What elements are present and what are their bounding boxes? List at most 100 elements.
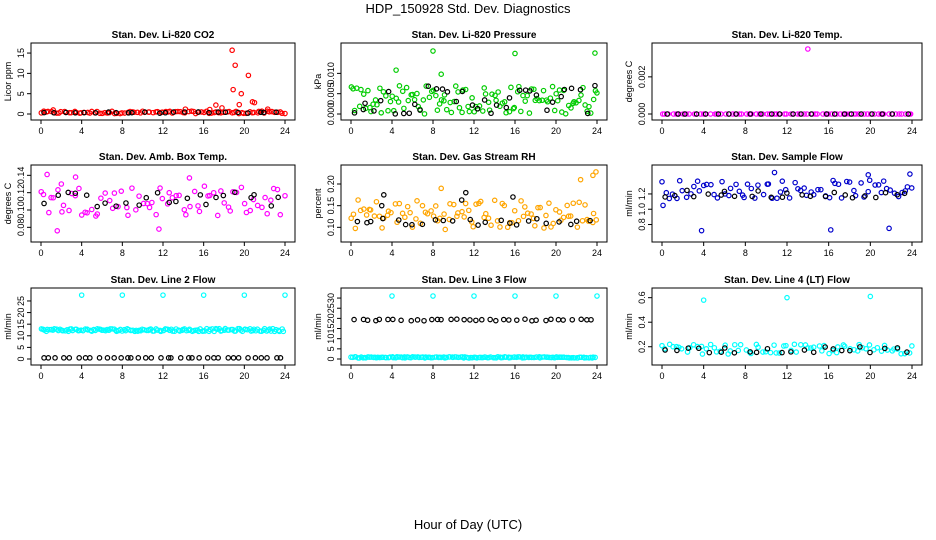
data-point bbox=[364, 317, 371, 324]
data-point bbox=[482, 210, 489, 217]
data-point bbox=[88, 206, 95, 213]
data-point bbox=[784, 190, 790, 196]
x-tick-label: 4 bbox=[389, 248, 394, 258]
data-point bbox=[181, 206, 188, 213]
data-point bbox=[708, 181, 714, 188]
data-point bbox=[747, 111, 754, 117]
data-point bbox=[867, 349, 873, 356]
data-point bbox=[259, 204, 265, 211]
x-tick-label: 20 bbox=[865, 371, 875, 381]
data-point bbox=[277, 211, 284, 218]
data-point bbox=[512, 293, 518, 299]
data-point bbox=[587, 110, 594, 116]
data-point bbox=[493, 317, 499, 324]
data-point bbox=[849, 194, 856, 201]
data-point bbox=[440, 217, 447, 224]
data-point bbox=[448, 109, 455, 116]
data-point bbox=[414, 90, 420, 97]
data-point bbox=[482, 91, 489, 97]
data-point bbox=[362, 100, 368, 107]
data-point bbox=[755, 182, 761, 188]
data-point bbox=[96, 355, 103, 361]
data-point bbox=[894, 345, 901, 351]
data-point bbox=[393, 67, 399, 73]
data-point bbox=[402, 221, 409, 228]
panel-boxtemp: Stan. Dev. Amb. Box Temp. degrees C 0 4 8 12 1… bbox=[3, 152, 296, 258]
series-hourly bbox=[41, 189, 281, 210]
x-tick-label: 8 bbox=[430, 126, 435, 136]
data-point bbox=[816, 343, 823, 349]
data-point bbox=[841, 343, 848, 350]
data-point bbox=[350, 211, 357, 218]
data-point bbox=[196, 208, 203, 215]
data-point bbox=[412, 354, 419, 360]
data-point bbox=[44, 171, 50, 178]
data-point bbox=[530, 215, 537, 222]
x-tick-label: 8 bbox=[120, 371, 125, 381]
data-point bbox=[788, 349, 794, 355]
data-point bbox=[46, 209, 52, 216]
y-axis-label: Licor ppm bbox=[3, 62, 13, 102]
data-point bbox=[443, 354, 450, 361]
data-point bbox=[556, 219, 562, 225]
data-point bbox=[373, 198, 380, 205]
data-point bbox=[409, 221, 415, 228]
x-tick-label: 4 bbox=[79, 248, 84, 258]
data-point bbox=[561, 86, 568, 93]
data-point bbox=[838, 195, 845, 201]
x-tick-label: 8 bbox=[120, 126, 125, 136]
data-point bbox=[670, 343, 676, 350]
data-point bbox=[866, 342, 873, 348]
data-point bbox=[814, 111, 820, 117]
data-point bbox=[695, 345, 702, 352]
data-point bbox=[351, 107, 358, 114]
data-point bbox=[793, 349, 800, 355]
data-point bbox=[462, 189, 469, 196]
data-point bbox=[683, 194, 690, 201]
panel-title: Stan. Dev. Line 2 Flow bbox=[111, 275, 216, 286]
data-point bbox=[50, 194, 57, 201]
data-point bbox=[225, 355, 232, 361]
data-point bbox=[586, 103, 592, 110]
data-point bbox=[497, 224, 503, 230]
data-point bbox=[822, 193, 829, 200]
data-point bbox=[412, 101, 418, 108]
data-point bbox=[485, 99, 492, 106]
data-point bbox=[61, 355, 67, 361]
x-tick-label: 16 bbox=[510, 126, 520, 136]
data-point bbox=[469, 95, 475, 101]
y-axis-label: degrees C bbox=[3, 182, 13, 224]
x-tick-label: 12 bbox=[158, 126, 168, 136]
data-point bbox=[398, 317, 404, 324]
series-hourly bbox=[664, 111, 912, 117]
data-point bbox=[277, 355, 284, 361]
data-point bbox=[166, 199, 173, 206]
data-point bbox=[718, 349, 725, 355]
series-minute bbox=[659, 169, 915, 234]
y-tick-label: 0.002 bbox=[637, 66, 647, 89]
data-point bbox=[245, 110, 251, 116]
data-point bbox=[831, 111, 838, 117]
data-point bbox=[123, 200, 129, 206]
data-point bbox=[738, 111, 745, 117]
data-point bbox=[251, 191, 257, 198]
series-minute bbox=[38, 292, 288, 335]
x-tick-label: 8 bbox=[430, 248, 435, 258]
y-tick-label: 0.2 bbox=[637, 340, 647, 353]
data-point bbox=[417, 107, 423, 113]
data-point bbox=[493, 102, 500, 108]
series-hourly bbox=[41, 355, 284, 361]
data-point bbox=[858, 111, 865, 117]
data-point bbox=[805, 46, 811, 52]
data-point bbox=[799, 192, 805, 198]
data-point bbox=[66, 207, 72, 214]
data-point bbox=[544, 98, 551, 105]
data-point bbox=[201, 183, 208, 190]
data-point bbox=[50, 107, 57, 113]
data-point bbox=[76, 185, 82, 192]
data-point bbox=[459, 109, 465, 116]
data-point bbox=[399, 210, 406, 217]
data-point bbox=[832, 180, 838, 187]
data-point bbox=[136, 202, 142, 208]
y-tick-label: 10 bbox=[16, 331, 26, 341]
